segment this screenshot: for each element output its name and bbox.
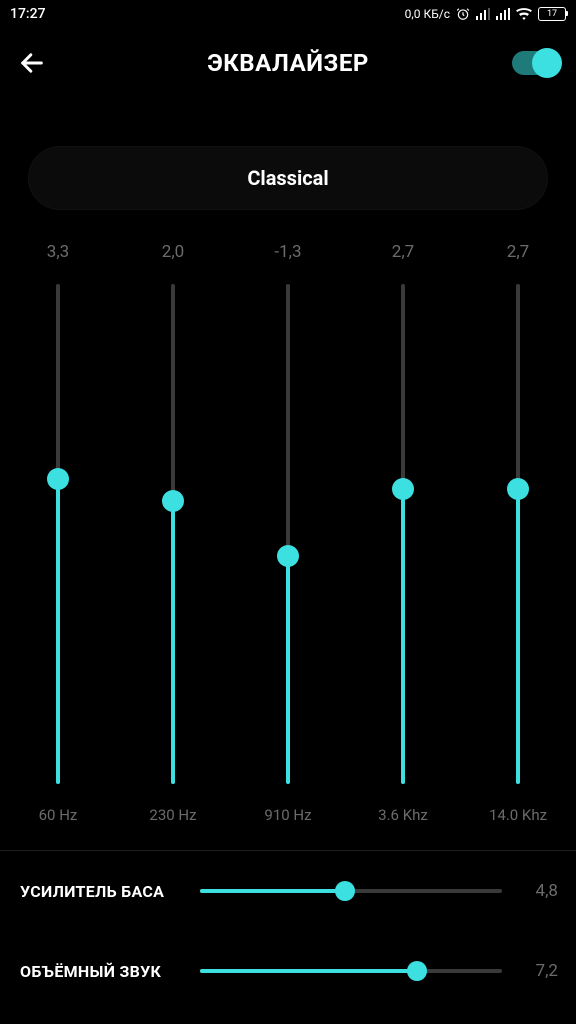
eq-band: -1,3 910 Hz — [258, 242, 318, 824]
extra-slider-label: ОБЪЁМНЫЙ ЗВУК — [20, 962, 200, 981]
eq-enable-toggle[interactable] — [512, 51, 558, 75]
eq-slider[interactable] — [143, 284, 203, 784]
extra-slider-thumb[interactable] — [335, 881, 355, 901]
extra-slider[interactable] — [200, 969, 502, 973]
eq-slider-thumb[interactable] — [162, 490, 184, 512]
extra-slider[interactable] — [200, 889, 502, 893]
battery-pct-label: 17 — [547, 9, 557, 19]
eq-slider-track — [56, 284, 60, 784]
header: ЭКВАЛАЙЗЕР — [0, 28, 576, 98]
eq-slider-thumb[interactable] — [392, 478, 414, 500]
extra-slider-value: 7,2 — [502, 961, 558, 981]
eq-band-value: 2,0 — [162, 242, 184, 266]
eq-band: 2,7 14.0 Khz — [488, 242, 548, 824]
eq-band: 2,0 230 Hz — [143, 242, 203, 824]
eq-slider-fill — [286, 556, 290, 784]
eq-slider-fill — [171, 501, 175, 784]
eq-band-freq: 230 Hz — [149, 806, 196, 824]
eq-slider-track — [286, 284, 290, 784]
eq-band-freq: 14.0 Khz — [489, 806, 547, 824]
signal-icon — [476, 8, 490, 20]
eq-slider-fill — [516, 489, 520, 784]
eq-band-freq: 910 Hz — [264, 806, 311, 824]
eq-slider-thumb[interactable] — [507, 478, 529, 500]
alarm-icon — [456, 7, 470, 21]
extra-slider-fill — [200, 889, 345, 893]
eq-slider-track — [171, 284, 175, 784]
eq-slider-thumb[interactable] — [277, 545, 299, 567]
preset-section: Classical — [0, 98, 576, 210]
eq-slider-track — [516, 284, 520, 784]
extras-section: УСИЛИТЕЛЬ БАСА 4,8 ОБЪЁМНЫЙ ЗВУК 7,2 — [0, 851, 576, 1011]
battery-icon: 17 — [538, 7, 566, 21]
back-button[interactable] — [18, 49, 46, 77]
eq-bands: 3,3 60 Hz 2,0 230 Hz -1,3 910 Hz 2,7 — [0, 242, 576, 824]
eq-slider-track — [401, 284, 405, 784]
eq-band-value: 3,3 — [47, 242, 69, 266]
wifi-icon — [516, 8, 532, 20]
eq-band: 2,7 3.6 Khz — [373, 242, 433, 824]
preset-selector[interactable]: Classical — [28, 146, 548, 210]
eq-slider[interactable] — [258, 284, 318, 784]
page-title: ЭКВАЛАЙЗЕР — [207, 49, 369, 77]
extra-slider-label: УСИЛИТЕЛЬ БАСА — [20, 882, 200, 901]
status-bar: 17:27 0,0 КБ/с 17 — [0, 0, 576, 28]
toggle-thumb — [532, 48, 562, 78]
extra-slider-thumb[interactable] — [407, 961, 427, 981]
eq-slider-fill — [401, 489, 405, 784]
signal-icon-2 — [496, 8, 510, 20]
eq-band-value: -1,3 — [274, 242, 301, 266]
eq-band-freq: 60 Hz — [39, 806, 78, 824]
eq-slider[interactable] — [488, 284, 548, 784]
eq-slider-thumb[interactable] — [47, 468, 69, 490]
preset-label: Classical — [247, 166, 328, 190]
extra-slider-value: 4,8 — [502, 881, 558, 901]
status-net-speed: 0,0 КБ/с — [405, 7, 450, 21]
eq-band-freq: 3.6 Khz — [378, 806, 428, 824]
extra-slider-fill — [200, 969, 417, 973]
eq-slider[interactable] — [28, 284, 88, 784]
extra-slider-row: ОБЪЁМНЫЙ ЗВУК 7,2 — [0, 931, 576, 1011]
eq-band-value: 2,7 — [507, 242, 529, 266]
status-time: 17:27 — [10, 6, 46, 22]
eq-slider-fill — [56, 479, 60, 784]
eq-slider[interactable] — [373, 284, 433, 784]
eq-band-value: 2,7 — [392, 242, 414, 266]
status-right: 0,0 КБ/с 17 — [405, 7, 566, 21]
eq-band: 3,3 60 Hz — [28, 242, 88, 824]
extra-slider-row: УСИЛИТЕЛЬ БАСА 4,8 — [0, 851, 576, 931]
